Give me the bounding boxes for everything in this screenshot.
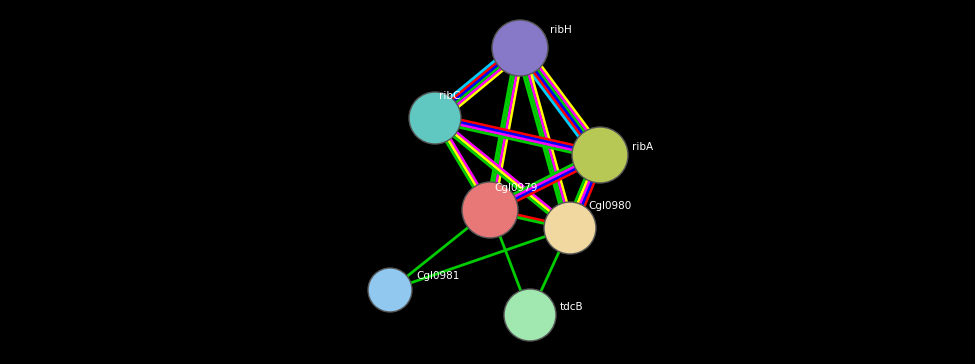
Circle shape	[544, 202, 596, 254]
Circle shape	[409, 92, 461, 144]
Circle shape	[492, 20, 548, 76]
Text: Cgl0981: Cgl0981	[416, 271, 459, 281]
Circle shape	[462, 182, 518, 238]
Circle shape	[504, 289, 556, 341]
Circle shape	[368, 268, 412, 312]
Text: ribH: ribH	[550, 25, 571, 35]
Text: Cgl0979: Cgl0979	[494, 183, 537, 193]
Text: ribC: ribC	[439, 91, 460, 101]
Text: tdcB: tdcB	[560, 302, 584, 312]
Text: ribA: ribA	[632, 142, 653, 152]
Text: Cgl0980: Cgl0980	[588, 201, 631, 211]
Circle shape	[572, 127, 628, 183]
